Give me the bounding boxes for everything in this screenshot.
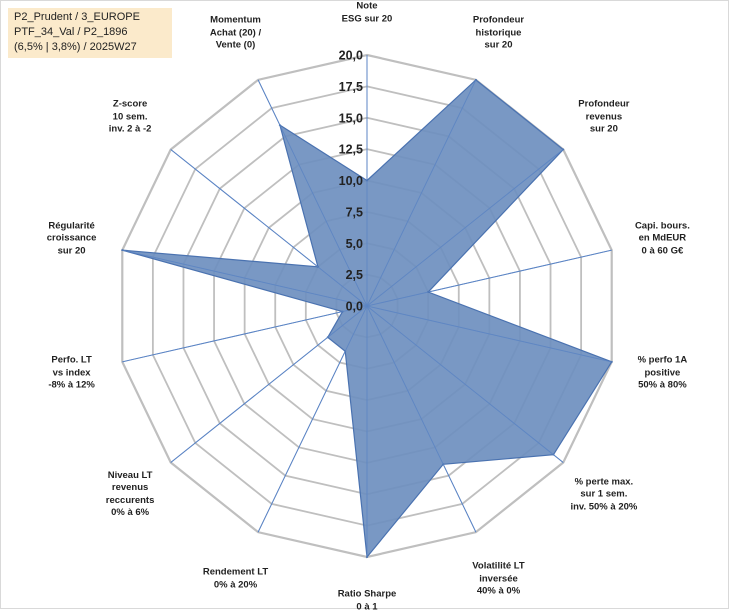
category-label-line: Régularité [48, 219, 95, 231]
category-label-11: Perfo. LT vs index -8% à 12% [48, 355, 94, 393]
category-label-line: croissance [46, 232, 97, 244]
category-label-line: % perte max. [574, 476, 634, 488]
category-label-line: Achat (20) / [209, 26, 262, 38]
tick-label: 20,0 [339, 49, 363, 63]
axis-spoke-overlay-4 [366, 249, 612, 307]
category-label-line: 10 sem. [112, 110, 148, 122]
category-label-line: inv. 2 à -2 [108, 123, 152, 135]
category-label-line: Capi. bours. [634, 219, 690, 231]
portfolio-info-box: P2_Prudent / 3_EUROPE PTF_34_Val / P2_18… [8, 8, 172, 58]
category-label-2: Profondeur historique sur 20 [473, 14, 524, 52]
category-label-10: Niveau LT revenus reccurents 0% à 6% [106, 470, 155, 520]
category-label-3: Profondeur revenus sur 20 [578, 98, 629, 136]
category-label-line: en MdEUR [638, 232, 687, 244]
category-label-line: 0% à 20% [213, 579, 258, 590]
category-label-line: sur 20 [484, 39, 513, 51]
category-label-line: 0 à 1 [356, 601, 378, 612]
tick-label: 12,5 [339, 143, 363, 157]
axis-spoke-overlay-13 [170, 149, 368, 307]
tick-label: 15,0 [339, 111, 363, 125]
category-label-line: Profondeur [472, 14, 525, 26]
category-label-line: Note [356, 0, 378, 12]
category-label-5: % perfo 1A positive 50% à 80% [638, 355, 688, 393]
category-label-line: Niveau LT [107, 469, 153, 481]
category-label-line: 40% à 0% [476, 585, 521, 597]
axis-spoke-overlay-10 [170, 305, 368, 463]
category-label-1: Note ESG sur 20 [342, 1, 393, 26]
radar-series [121, 55, 613, 559]
tick-label: 7,5 [346, 205, 363, 219]
category-label-line: ESG sur 20 [341, 13, 393, 24]
category-label-line: inversée [479, 572, 518, 584]
category-label-line: sur 20 [589, 123, 618, 135]
category-label-line: Vente (0) [215, 39, 256, 51]
category-label-line: Z-score [112, 98, 148, 110]
category-label-line: 50% à 80% [638, 379, 687, 391]
tick-label: 17,5 [339, 80, 363, 94]
category-label-line: reccurents [105, 494, 155, 506]
category-label-line: positive [644, 367, 681, 379]
axis-spoke-overlay-12 [122, 249, 368, 307]
category-label-line: 0% à 6% [111, 507, 150, 519]
category-label-7: Volatilité LT inversée 40% à 0% [472, 560, 524, 598]
info-line-stats: (6,5% | 3,8%) / 2025W27 [14, 41, 137, 53]
radar-tick-labels: 0,0 2,5 5,0 7,5 10,0 12,5 15,0 17,5 20,0 [339, 49, 363, 314]
category-label-line: vs index [52, 367, 91, 379]
axis-spoke-overlay-9 [257, 305, 368, 533]
category-label-line: revenus [111, 482, 149, 494]
category-label-line: sur 20 [57, 244, 86, 256]
category-label-8: Ratio Sharpe 0 à 1 [338, 589, 397, 614]
category-label-line: 0 à 60 G€ [641, 244, 684, 256]
tick-label: 5,0 [346, 237, 363, 251]
category-label-4: Capi. bours. en MdEUR 0 à 60 G€ [635, 220, 690, 258]
category-label-line: inv. 50% à 20% [570, 501, 638, 513]
category-label-line: -8% à 12% [48, 379, 95, 391]
category-label-line: revenus [585, 110, 623, 122]
category-label-6: % perte max. sur 1 sem. inv. 50% à 20% [570, 476, 637, 514]
category-label-13: Z-score 10 sem. inv. 2 à -2 [109, 98, 152, 136]
category-label-line: historique [475, 26, 522, 38]
info-line-profile: P2_Prudent / 3_EUROPE [14, 11, 140, 23]
category-label-line: sur 1 sem. [580, 488, 628, 500]
category-label-line: % perfo 1A [637, 354, 688, 366]
axis-spoke-overlay-11 [122, 305, 368, 363]
axis-spoke-overlay-2 [366, 79, 477, 307]
axis-spoke-overlay-6 [366, 305, 564, 463]
category-label-line: Volatilité LT [472, 560, 525, 572]
category-label-line: Rendement LT [202, 566, 269, 578]
axis-spoke-overlay-3 [366, 149, 564, 307]
category-label-9: Rendement LT 0% à 20% [203, 567, 268, 592]
axis-spoke-overlay-14 [257, 79, 368, 307]
tick-label: 0,0 [346, 300, 363, 314]
category-label-line: Profondeur [578, 98, 630, 110]
axis-spoke-overlay-7 [366, 305, 477, 533]
category-label-12: Régularité croissance sur 20 [47, 220, 97, 258]
category-label-line: Ratio Sharpe [337, 588, 397, 600]
axis-spoke-overlay-5 [366, 305, 612, 363]
category-label-line: Momentum [210, 14, 261, 26]
info-line-portfolio: PTF_34_Val / P2_1896 [14, 26, 128, 38]
tick-label: 2,5 [346, 268, 363, 282]
tick-label: 10,0 [339, 174, 363, 188]
category-label-line: Perfo. LT [51, 354, 92, 366]
category-label-14: Momentum Achat (20) / Vente (0) [210, 14, 261, 52]
